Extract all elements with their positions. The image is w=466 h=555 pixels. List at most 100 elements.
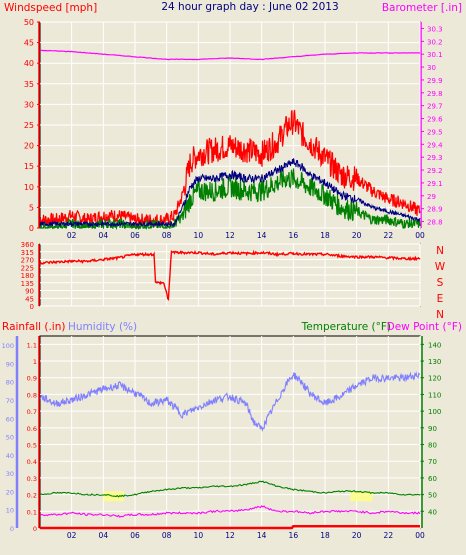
x-tick-label: 14 [257,531,267,540]
temperature-label: Temperature (°F) [301,321,391,333]
humidity-tick-label: 60 [6,415,14,423]
y-right-tick-label: 29.3 [427,154,443,162]
humidity-tick-label: 50 [6,434,14,442]
y-right-tick-label: 28.9 [427,206,443,214]
rain-tick-label: 0.9 [27,375,37,383]
x-tick-label: 16 [289,531,299,540]
y-right-tick-label: 30.2 [427,38,443,46]
rain-tick-label: 0 [33,525,37,533]
compass-label: N [436,245,444,257]
y-right-tick-label: 30 [427,64,436,72]
x-tick-label: 22 [384,231,394,240]
x-tick-label: 00 [415,531,425,540]
x-tick-label: 08 [162,531,172,540]
temperature-tick-label: 120 [428,375,441,383]
temperature-tick-label: 50 [428,492,437,500]
y-left-tick-label: 30 [24,100,34,109]
x-tick-label: 14 [257,231,267,240]
temperature-tick-label: 80 [428,442,437,450]
x-tick-label: 12 [225,531,235,540]
y-right-tick-label: 29.2 [427,167,443,175]
y-left-tick-label: 0 [29,224,34,233]
x-tick-label: 04 [99,531,109,540]
x-tick-label: 16 [289,231,299,240]
x-tick-label: 22 [384,531,394,540]
compass-label: E [437,293,444,305]
direction-tick-label: 90 [25,288,34,296]
x-tick-label: 06 [130,531,140,540]
y-right-tick-label: 29.7 [427,103,443,111]
x-tick-label: 18 [320,231,330,240]
y-right-tick-label: 30.1 [427,51,443,59]
rain-line [40,525,420,530]
rain-tick-label: 0.6 [27,425,37,433]
windspeed-label: Windspeed [mph] [4,2,97,14]
compass-label: S [437,277,444,289]
y-right-tick-label: 29.8 [427,90,443,98]
x-tick-label: 10 [194,231,204,240]
yellow-mark [350,491,373,502]
x-tick-label: 20 [352,231,362,240]
y-left-tick-label: 25 [24,121,34,130]
temperature-tick-label: 40 [428,508,437,516]
dewpoint-label: Dew Point (°F) [387,321,462,333]
y-right-tick-label: 29.5 [427,128,443,136]
humidity-tick-label: 80 [6,379,14,387]
rain-tick-label: 0.7 [27,408,37,416]
humidity-tick-label: 40 [6,452,14,460]
humidity-tick-label: 70 [6,397,14,405]
humidity-temperature-panel: 0 0.1 0.2 0.3 0.4 0.5 0.6 0.7 0.8 0.9 1 1.1 0 10 20 30 4… [2,335,441,540]
temperature-tick-label: 110 [428,391,441,399]
temperature-tick-label: 130 [428,358,441,366]
temperature-tick-label: 70 [428,458,437,466]
rain-tick-label: 0.3 [27,475,37,483]
rain-tick-label: 0.5 [27,442,37,450]
y-left-tick-label: 15 [24,162,34,171]
y-right-tick-label: 28.8 [427,219,443,227]
direction-tick-label: 225 [21,264,34,272]
rain-tick-label: 0.4 [27,458,37,466]
y-left-tick-label: 35 [24,80,34,89]
rain-tick-label: 0.8 [27,391,37,399]
wind-mid-line [39,158,421,228]
x-tick-label: 00 [415,231,425,240]
rainfall-label: Rainfall (.in) [2,321,65,333]
humidity-line [39,371,421,433]
barometer-label: Barometer [.in] [382,2,462,14]
y-left-tick-label: 40 [24,59,34,68]
humidity-tick-label: 30 [6,470,14,478]
humidity-tick-label: 0 [10,525,14,533]
dewpoint-line [39,505,421,518]
y-left-tick-label: 5 [29,203,34,212]
direction-tick-label: 270 [21,257,34,265]
y-right-tick-label: 29.9 [427,77,443,85]
temperature-tick-label: 140 [428,341,441,349]
x-tick-label: 12 [225,231,235,240]
humidity-tick-label: 90 [6,360,14,368]
temperature-tick-label: 60 [428,475,437,483]
direction-tick-label: 315 [21,249,34,257]
rain-tick-label: 0.1 [27,508,37,516]
x-tick-label: 18 [320,531,330,540]
y-left-tick-label: 10 [24,183,34,192]
x-tick-label: 06 [130,231,140,240]
humidity-tick-label: 20 [6,488,14,496]
humidity-tick-label: 10 [6,507,14,515]
direction-tick-label: 360 [21,241,34,249]
x-tick-label: 02 [67,531,77,540]
y-left-tick-label: 20 [24,142,34,151]
temperature-tick-label: 100 [428,408,441,416]
temperature-tick-label: 90 [428,425,437,433]
y-right-tick-label: 29.1 [427,180,443,188]
rain-tick-label: 0.2 [27,492,37,500]
humidity-tick-label: 100 [2,342,14,350]
direction-line [39,249,421,301]
x-tick-label: 20 [352,531,362,540]
y-right-tick-label: 30.3 [427,25,443,33]
x-tick-label: 10 [194,531,204,540]
direction-tick-label: 45 [25,295,34,303]
x-tick-label: 08 [162,231,172,240]
wind-panel: 0 5 10 15 20 25 30 35 40 45 50 28.8 28.9 29 29.1 29.2 29… [24,18,443,240]
